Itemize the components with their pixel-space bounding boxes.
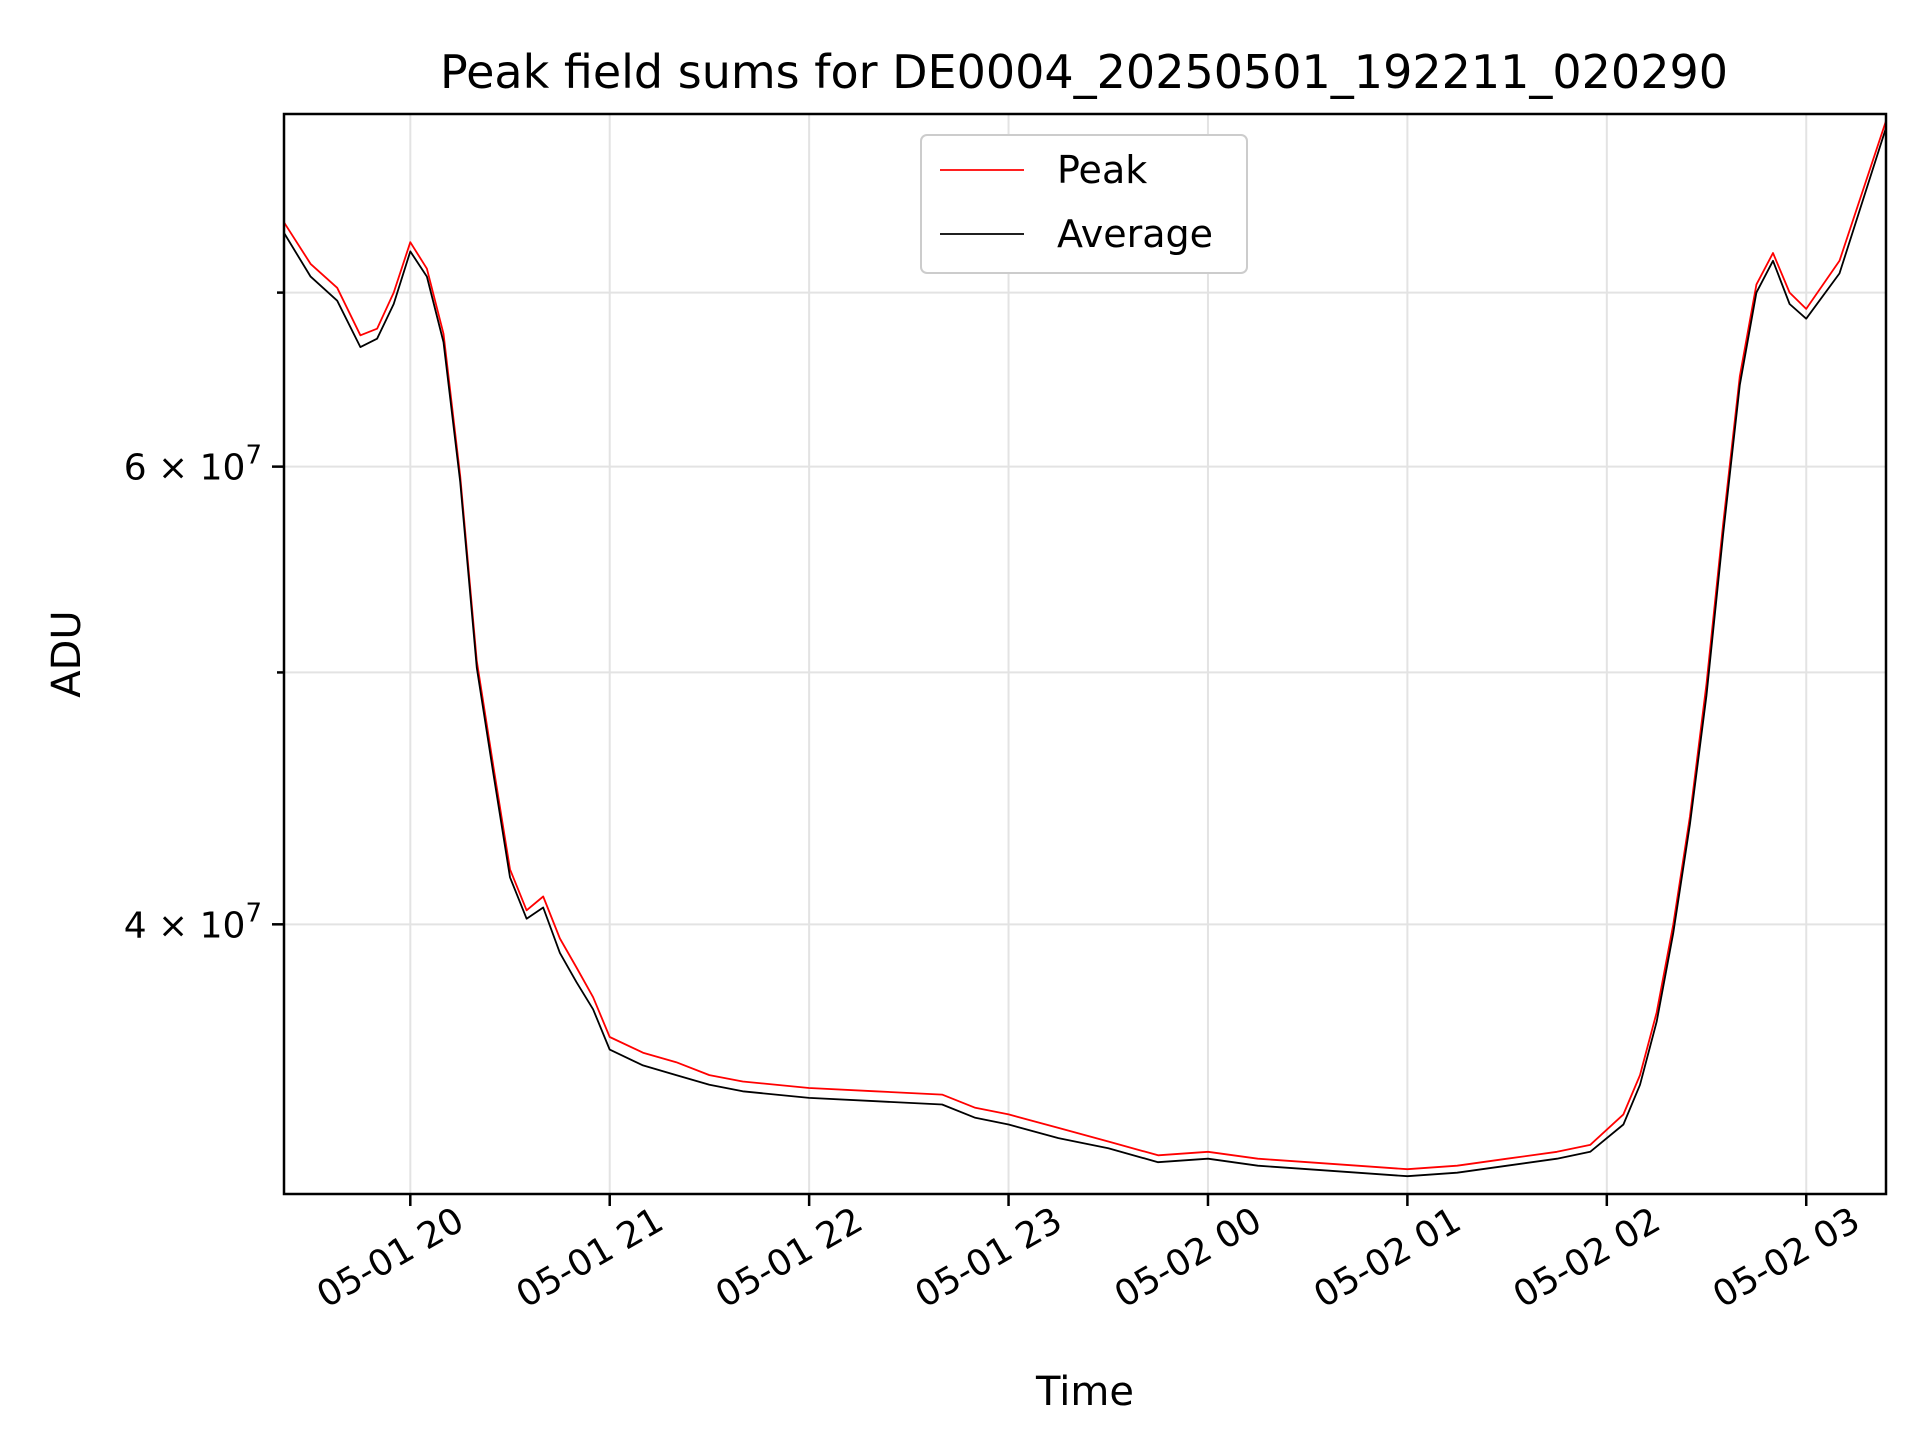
x-tick-label: 05-02 02 bbox=[1507, 1200, 1668, 1316]
series-lines bbox=[283, 120, 1887, 1178]
x-tick-label: 05-01 22 bbox=[709, 1200, 870, 1316]
y-axis-ticks: 4 × 107 6 × 107 bbox=[124, 291, 284, 946]
chart-title: Peak field sums for DE0004_20250501_1922… bbox=[440, 45, 1728, 99]
x-tick-label: 05-01 23 bbox=[908, 1200, 1069, 1316]
legend-peak-label: Peak bbox=[1057, 148, 1147, 192]
y-axis-label: ADU bbox=[44, 610, 90, 697]
x-tick-label: 05-01 21 bbox=[510, 1200, 671, 1316]
x-tick-label: 05-02 03 bbox=[1706, 1200, 1867, 1316]
plot-frame bbox=[282, 112, 1888, 1196]
x-tick-label: 05-02 01 bbox=[1307, 1200, 1468, 1316]
legend-average-label: Average bbox=[1057, 212, 1213, 256]
x-axis-label: Time bbox=[1035, 1369, 1134, 1415]
y-tick-label: 4 × 107 bbox=[124, 898, 262, 946]
average-series-line bbox=[283, 127, 1887, 1178]
legend: Peak Average bbox=[920, 134, 1248, 274]
x-tick-label: 05-01 20 bbox=[310, 1200, 471, 1316]
y-tick-label: 6 × 107 bbox=[124, 441, 262, 489]
x-tick-label: 05-02 00 bbox=[1108, 1200, 1269, 1316]
peak-series-line bbox=[283, 120, 1887, 1171]
grid-lines bbox=[284, 114, 1886, 1194]
x-axis-ticks: 05-01 20 05-01 21 05-01 22 05-01 23 05-02 00… bbox=[310, 1194, 1867, 1316]
